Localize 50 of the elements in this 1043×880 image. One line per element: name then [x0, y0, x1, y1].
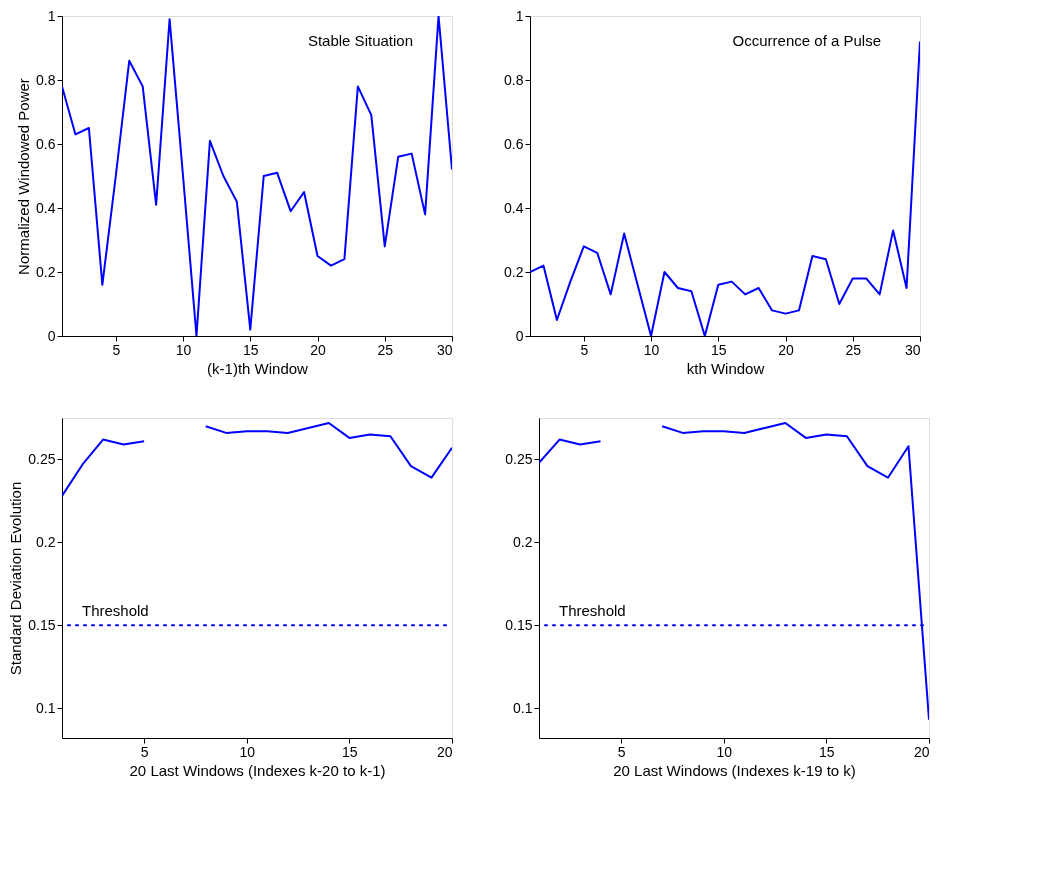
x-tick-label: 25 [377, 341, 394, 358]
annotation: Occurrence of a Pulse [732, 32, 881, 49]
y-tick-label: 0 [47, 327, 56, 344]
x-tick-label: 15 [710, 341, 727, 358]
x-tick-label: 20 [310, 341, 327, 358]
x-tick-label: 30 [436, 341, 453, 358]
y-tick-label: 0.1 [36, 699, 56, 716]
x-tick-label: 5 [140, 743, 149, 760]
y-tick-label: 0.1 [513, 699, 533, 716]
x-axis-title: (k-1)th Window [207, 359, 309, 377]
y-tick-label: 1 [515, 7, 524, 24]
x-axis-title: 20 Last Windows (Indexes k-20 to k-1) [129, 761, 386, 779]
y-tick-label: 0.15 [28, 616, 56, 633]
x-tick-label: 10 [643, 341, 660, 358]
annotation: Stable Situation [307, 32, 413, 49]
x-axis-title: kth Window [686, 359, 765, 377]
x-tick-label: 20 [913, 743, 930, 760]
ref-line-label: Threshold [559, 602, 626, 620]
x-tick-label: 25 [845, 341, 862, 358]
y-tick-label: 0.2 [36, 263, 56, 280]
y-tick-label: 0.8 [504, 71, 524, 88]
y-tick-label: 0.4 [36, 199, 56, 216]
ref-line-label: Threshold [82, 602, 149, 620]
x-tick-label: 10 [175, 341, 192, 358]
x-tick-label: 20 [436, 743, 453, 760]
y-tick-label: 0 [515, 327, 524, 344]
y-tick-label: 0.2 [504, 263, 524, 280]
y-tick-label: 0.25 [505, 450, 533, 467]
x-tick-label: 10 [239, 743, 256, 760]
y-tick-label: 0.2 [36, 533, 56, 550]
y-tick-label: 0.6 [504, 135, 524, 152]
x-tick-label: 5 [112, 341, 121, 358]
y-tick-label: 0.6 [36, 135, 56, 152]
y-axis-title: Standard Deviation Evolution [7, 481, 25, 676]
x-tick-label: 15 [342, 743, 358, 760]
y-tick-label: 1 [47, 7, 56, 24]
x-tick-label: 10 [716, 743, 733, 760]
x-tick-label: 15 [242, 341, 259, 358]
x-tick-label: 5 [617, 743, 626, 760]
y-tick-label: 0.2 [513, 533, 533, 550]
y-tick-label: 0.15 [505, 616, 533, 633]
y-axis-title: Normalized Windowed Power [15, 78, 33, 275]
y-tick-label: 0.4 [504, 199, 524, 216]
x-tick-label: 15 [819, 743, 835, 760]
y-tick-label: 0.8 [36, 71, 56, 88]
y-tick-label: 0.25 [28, 450, 56, 467]
x-tick-label: 20 [778, 341, 795, 358]
x-tick-label: 30 [904, 341, 921, 358]
x-tick-label: 5 [580, 341, 589, 358]
x-axis-title: 20 Last Windows (Indexes k-19 to k) [613, 761, 856, 779]
